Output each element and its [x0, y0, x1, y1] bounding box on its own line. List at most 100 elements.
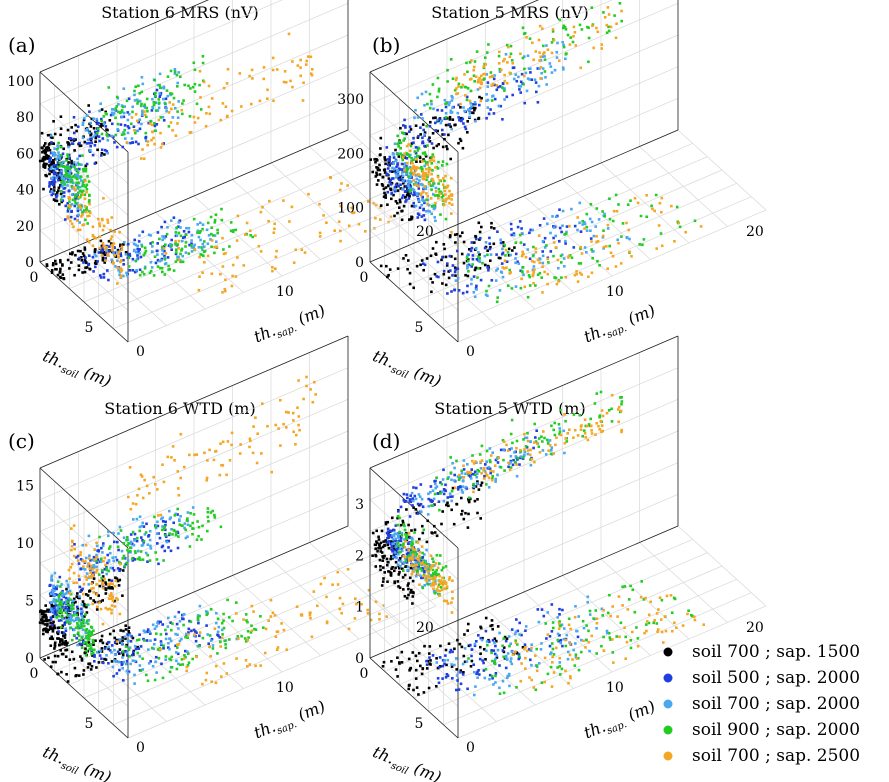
data-point	[475, 284, 478, 288]
data-point	[441, 478, 445, 481]
data-point	[130, 634, 133, 638]
data-point	[219, 525, 223, 529]
data-point	[124, 137, 127, 140]
data-point	[48, 181, 52, 184]
data-point	[140, 157, 143, 160]
data-point	[43, 623, 47, 626]
data-point	[401, 194, 405, 197]
data-point	[168, 637, 172, 641]
data-point	[104, 563, 107, 567]
data-point	[442, 243, 446, 246]
data-point	[573, 273, 577, 277]
data-point	[416, 216, 420, 219]
data-point	[579, 247, 582, 250]
data-point	[71, 540, 74, 544]
data-point	[529, 71, 532, 74]
data-point	[381, 559, 384, 562]
data-point	[487, 43, 490, 46]
data-point	[588, 649, 591, 653]
data-point	[558, 607, 561, 611]
data-point	[451, 650, 454, 654]
data-point	[58, 594, 61, 597]
data-point	[451, 274, 454, 277]
data-point	[426, 198, 430, 202]
data-point	[469, 89, 473, 93]
data-point	[72, 137, 76, 141]
data-point	[308, 611, 312, 615]
data-point	[574, 605, 577, 608]
data-point	[177, 487, 180, 490]
data-point	[582, 626, 586, 630]
data-point	[171, 103, 175, 106]
data-point	[521, 253, 524, 257]
data-point	[133, 129, 136, 132]
data-point	[148, 122, 152, 126]
data-point	[474, 236, 478, 239]
data-point	[164, 658, 167, 661]
data-point	[561, 26, 565, 30]
data-point	[81, 223, 84, 227]
data-point	[405, 164, 408, 168]
data-point	[448, 189, 451, 193]
data-point	[423, 565, 427, 568]
data-point	[382, 566, 385, 569]
data-point	[426, 144, 429, 147]
data-point	[500, 262, 504, 265]
data-point	[382, 187, 386, 191]
data-point	[134, 243, 138, 247]
data-point	[483, 470, 487, 473]
data-point	[403, 168, 406, 172]
data-point	[135, 539, 139, 543]
data-point	[546, 272, 550, 276]
data-point	[609, 25, 613, 29]
data-point	[190, 250, 194, 253]
data-point	[204, 678, 208, 682]
data-point	[444, 116, 448, 119]
data-point	[90, 626, 94, 629]
data-point	[389, 215, 393, 219]
data-point	[379, 147, 382, 150]
data-point	[446, 80, 449, 83]
data-point	[338, 596, 342, 600]
data-point	[48, 185, 51, 188]
data-point	[509, 642, 512, 645]
data-point	[52, 180, 56, 184]
panel-letter: (b)	[372, 33, 400, 57]
data-point	[386, 580, 389, 583]
data-point	[50, 605, 54, 609]
data-point	[205, 613, 208, 616]
data-point	[154, 660, 157, 664]
data-point	[76, 171, 80, 174]
data-point	[411, 499, 415, 503]
data-point	[128, 252, 131, 256]
data-point	[121, 594, 124, 597]
data-point	[71, 175, 75, 179]
data-point	[72, 116, 76, 119]
data-point	[248, 74, 251, 78]
data-point	[99, 639, 102, 643]
data-point	[141, 230, 145, 234]
data-point	[440, 568, 444, 572]
data-point	[472, 111, 475, 115]
data-point	[396, 169, 399, 172]
data-point	[222, 86, 226, 90]
data-point	[472, 103, 475, 106]
data-point	[416, 96, 419, 100]
data-point	[387, 546, 391, 550]
data-point	[551, 28, 555, 31]
data-point	[577, 615, 580, 618]
data-point	[262, 66, 266, 69]
data-point	[443, 189, 447, 193]
data-point	[409, 128, 413, 131]
data-point	[542, 44, 545, 48]
data-point	[114, 653, 118, 657]
data-point	[163, 262, 167, 266]
data-point	[116, 128, 119, 131]
data-point	[534, 81, 538, 84]
data-point	[399, 126, 402, 130]
data-point	[78, 154, 81, 158]
data-point	[99, 274, 102, 277]
data-point	[490, 99, 494, 102]
data-point	[75, 163, 78, 167]
data-point	[576, 280, 580, 283]
